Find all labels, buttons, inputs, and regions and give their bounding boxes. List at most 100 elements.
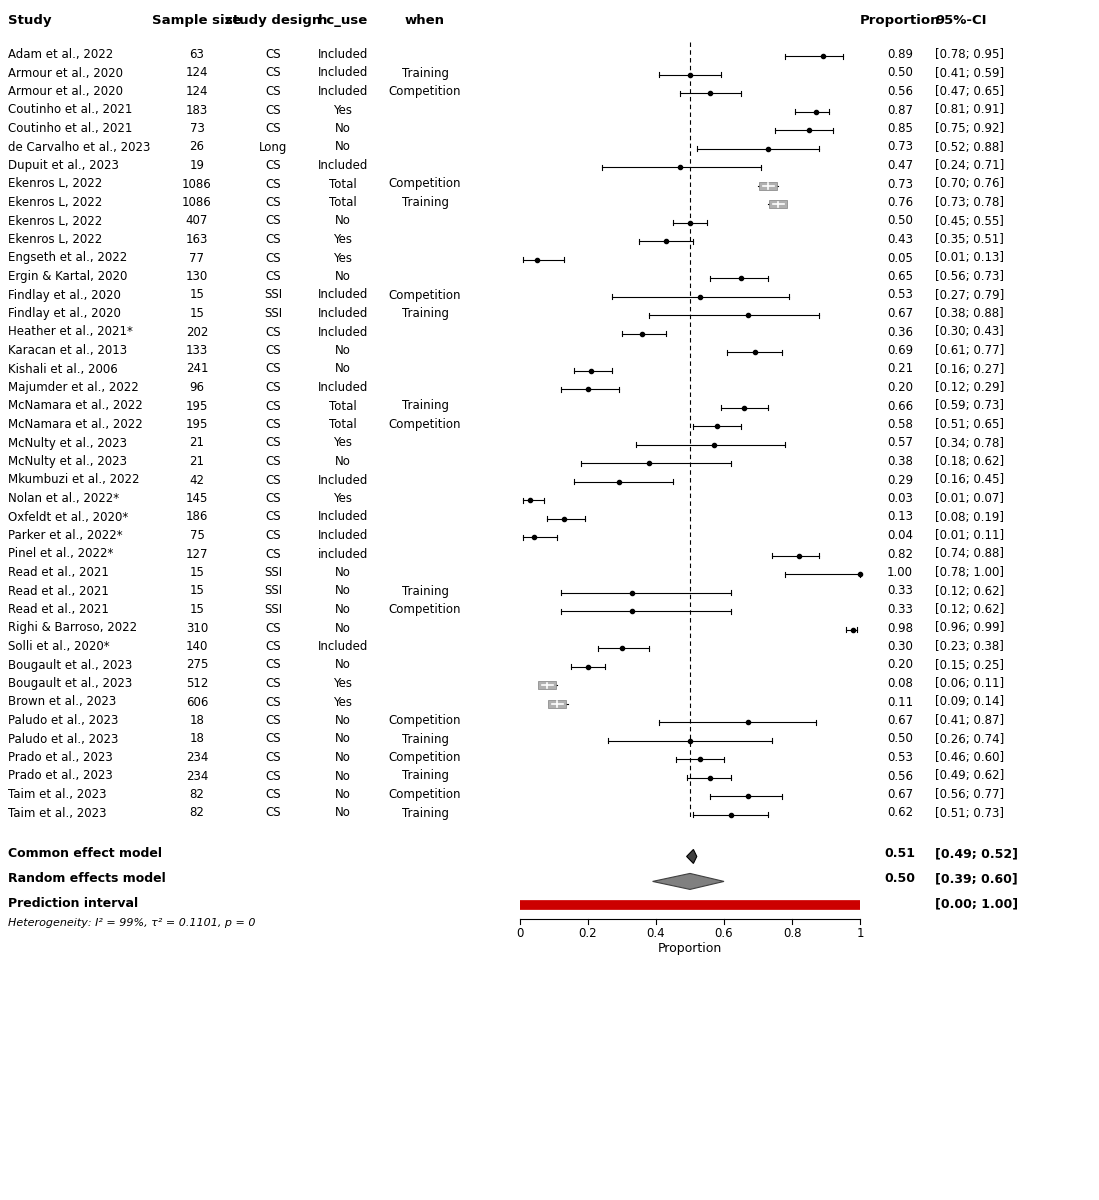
Text: 82: 82: [189, 806, 204, 820]
Text: CS: CS: [265, 400, 281, 413]
Text: [0.16; 0.45]: [0.16; 0.45]: [935, 474, 1004, 486]
Text: Training: Training: [401, 400, 448, 413]
Text: No: No: [335, 362, 351, 376]
Text: 0.05: 0.05: [887, 252, 913, 264]
Text: Long: Long: [258, 140, 287, 154]
Text: [0.74; 0.88]: [0.74; 0.88]: [935, 547, 1004, 560]
Text: CS: CS: [265, 66, 281, 79]
Text: [0.49; 0.52]: [0.49; 0.52]: [935, 847, 1018, 860]
Text: 26: 26: [189, 140, 204, 154]
Text: CS: CS: [265, 215, 281, 228]
Text: 0.47: 0.47: [887, 158, 913, 172]
Text: 0.73: 0.73: [887, 178, 913, 191]
Text: 0.67: 0.67: [887, 714, 913, 727]
Text: CS: CS: [265, 732, 281, 745]
Text: [0.46; 0.60]: [0.46; 0.60]: [935, 751, 1004, 764]
Text: CS: CS: [265, 677, 281, 690]
Text: No: No: [335, 732, 351, 745]
Text: [0.00; 1.00]: [0.00; 1.00]: [935, 898, 1018, 910]
Text: No: No: [335, 659, 351, 672]
Text: 0.87: 0.87: [887, 103, 913, 116]
Text: 0.8: 0.8: [782, 928, 801, 941]
Text: 75: 75: [189, 529, 204, 542]
Text: Included: Included: [318, 288, 368, 301]
Text: Sample size: Sample size: [153, 14, 242, 26]
Text: Yes: Yes: [333, 677, 353, 690]
Text: [0.39; 0.60]: [0.39; 0.60]: [935, 872, 1018, 886]
Text: Included: Included: [318, 48, 368, 61]
Text: Taim et al., 2023: Taim et al., 2023: [8, 806, 107, 820]
Text: Competition: Competition: [389, 418, 462, 431]
Text: 82: 82: [189, 788, 204, 802]
Text: 0.04: 0.04: [887, 529, 913, 542]
Text: Included: Included: [318, 66, 368, 79]
Text: 145: 145: [186, 492, 208, 505]
Text: 63: 63: [189, 48, 204, 61]
Text: 124: 124: [186, 66, 208, 79]
Text: Common effect model: Common effect model: [8, 847, 162, 860]
Text: Competition: Competition: [389, 788, 462, 802]
Text: [0.27; 0.79]: [0.27; 0.79]: [935, 288, 1004, 301]
Text: McNulty et al., 2023: McNulty et al., 2023: [8, 455, 127, 468]
Text: Ekenros L, 2022: Ekenros L, 2022: [8, 196, 102, 209]
Text: 73: 73: [189, 122, 204, 134]
Text: 0.57: 0.57: [887, 437, 913, 450]
Text: [0.15; 0.25]: [0.15; 0.25]: [935, 659, 1004, 672]
Text: Taim et al., 2023: Taim et al., 2023: [8, 788, 107, 802]
Text: 140: 140: [186, 640, 208, 653]
Polygon shape: [653, 874, 724, 889]
Text: CS: CS: [265, 492, 281, 505]
Text: CS: CS: [265, 696, 281, 708]
Text: Total: Total: [329, 418, 357, 431]
Text: [0.61; 0.77]: [0.61; 0.77]: [935, 344, 1004, 358]
Text: study design: study design: [225, 14, 321, 26]
Text: [0.81; 0.91]: [0.81; 0.91]: [935, 103, 1004, 116]
Text: No: No: [335, 602, 351, 616]
Text: 15: 15: [189, 566, 204, 578]
Bar: [759, 182, 777, 190]
Text: Heterogeneity: I² = 99%, τ² = 0.1101, p = 0: Heterogeneity: I² = 99%, τ² = 0.1101, p …: [8, 918, 255, 929]
Text: No: No: [335, 788, 351, 802]
Text: 0.4: 0.4: [646, 928, 665, 941]
Text: 0.98: 0.98: [887, 622, 913, 635]
Text: CS: CS: [265, 344, 281, 358]
Text: CS: CS: [265, 418, 281, 431]
Text: Proportion: Proportion: [658, 942, 722, 955]
Text: Ergin & Kartal, 2020: Ergin & Kartal, 2020: [8, 270, 127, 283]
Text: Total: Total: [329, 400, 357, 413]
Text: [0.01; 0.07]: [0.01; 0.07]: [935, 492, 1004, 505]
Text: Coutinho et al., 2021: Coutinho et al., 2021: [8, 122, 132, 134]
Text: 1086: 1086: [182, 196, 212, 209]
Text: Armour et al., 2020: Armour et al., 2020: [8, 66, 123, 79]
Text: CS: CS: [265, 233, 281, 246]
Text: CS: CS: [265, 640, 281, 653]
Text: [0.12; 0.62]: [0.12; 0.62]: [935, 602, 1004, 616]
Text: 15: 15: [189, 584, 204, 598]
Text: [0.78; 0.95]: [0.78; 0.95]: [935, 48, 1004, 61]
Text: 0: 0: [517, 928, 524, 941]
Text: 1.00: 1.00: [887, 566, 913, 578]
Text: Bougault et al., 2023: Bougault et al., 2023: [8, 659, 132, 672]
Text: No: No: [335, 270, 351, 283]
Text: Kishali et al., 2006: Kishali et al., 2006: [8, 362, 118, 376]
Text: when: when: [406, 14, 445, 26]
Text: 21: 21: [189, 455, 204, 468]
Text: Included: Included: [318, 529, 368, 542]
Text: Included: Included: [318, 307, 368, 320]
Text: [0.47; 0.65]: [0.47; 0.65]: [935, 85, 1004, 98]
Text: 0.58: 0.58: [887, 418, 913, 431]
Text: 1: 1: [856, 928, 864, 941]
Text: Proportion: Proportion: [859, 14, 941, 26]
Text: 202: 202: [186, 325, 208, 338]
Text: 0.73: 0.73: [887, 140, 913, 154]
Text: Ekenros L, 2022: Ekenros L, 2022: [8, 178, 102, 191]
Text: 0.33: 0.33: [887, 584, 913, 598]
Text: Study: Study: [8, 14, 52, 26]
Text: Parker et al., 2022*: Parker et al., 2022*: [8, 529, 123, 542]
Text: 0.50: 0.50: [887, 215, 913, 228]
Text: Competition: Competition: [389, 714, 462, 727]
Text: CS: CS: [265, 103, 281, 116]
Text: Oxfeldt et al., 2020*: Oxfeldt et al., 2020*: [8, 510, 129, 523]
Text: 0.20: 0.20: [887, 659, 913, 672]
Text: Training: Training: [401, 66, 448, 79]
